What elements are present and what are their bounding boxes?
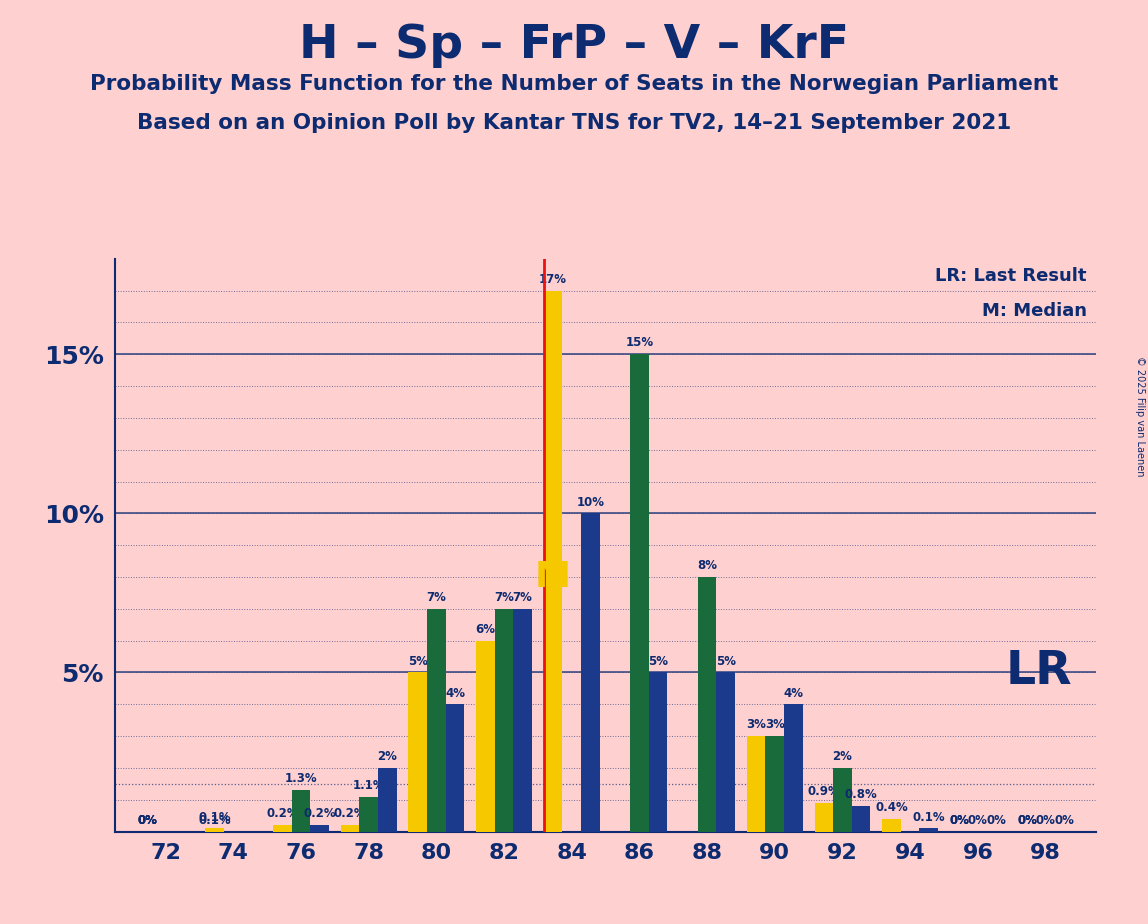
Text: 2%: 2% [832,750,853,763]
Bar [445,704,464,832]
Bar [630,354,649,832]
Text: 0.1%: 0.1% [199,814,231,827]
Text: 0.4%: 0.4% [875,801,908,814]
Bar [427,609,445,832]
Text: 7%: 7% [494,591,514,604]
Bar [747,736,766,832]
Bar [833,768,852,832]
Text: 0%: 0% [1054,814,1075,827]
Text: 17%: 17% [540,273,567,286]
Text: 0%: 0% [137,814,157,827]
Bar [649,673,667,832]
Text: LR: LR [1006,649,1072,694]
Bar [815,803,833,832]
Text: 4%: 4% [783,687,804,699]
Text: 0.2%: 0.2% [303,808,336,821]
Bar [698,577,716,832]
Text: 5%: 5% [715,655,736,668]
Text: 1.3%: 1.3% [285,772,317,785]
Bar [495,609,513,832]
Text: H – Sp – FrP – V – KrF: H – Sp – FrP – V – KrF [298,23,850,68]
Text: © 2025 Filip van Laenen: © 2025 Filip van Laenen [1135,356,1145,476]
Text: 8%: 8% [697,559,718,572]
Text: M: M [535,560,571,594]
Bar [513,609,532,832]
Text: 0%: 0% [968,814,987,827]
Bar [292,790,310,832]
Text: 0.1%: 0.1% [913,810,945,823]
Text: 0%: 0% [986,814,1007,827]
Bar [273,825,292,832]
Bar [784,704,802,832]
Text: 0%: 0% [1017,814,1037,827]
Text: 6%: 6% [475,623,496,636]
Text: Probability Mass Function for the Number of Seats in the Norwegian Parliament: Probability Mass Function for the Number… [90,74,1058,94]
Text: 1.1%: 1.1% [352,779,385,792]
Text: 0.2%: 0.2% [334,808,366,821]
Text: 2%: 2% [378,750,397,763]
Text: 0.1%: 0.1% [199,810,231,823]
Text: 15%: 15% [626,336,653,349]
Text: 0.2%: 0.2% [266,808,298,821]
Text: 0%: 0% [137,814,157,827]
Text: M: Median: M: Median [982,301,1086,320]
Text: 0%: 0% [949,814,969,827]
Bar [409,673,427,832]
Bar [310,825,328,832]
Bar [716,673,735,832]
Bar [920,829,938,832]
Bar [544,290,563,832]
Bar [852,806,870,832]
Bar [341,825,359,832]
Text: 0%: 0% [1035,814,1055,827]
Text: Based on an Opinion Poll by Kantar TNS for TV2, 14–21 September 2021: Based on an Opinion Poll by Kantar TNS f… [137,113,1011,133]
Bar [205,829,224,832]
Bar [378,768,396,832]
Text: 3%: 3% [746,718,766,732]
Text: 0%: 0% [137,814,157,827]
Bar [581,514,599,832]
Text: 7%: 7% [426,591,447,604]
Text: 5%: 5% [408,655,428,668]
Text: 7%: 7% [513,591,533,604]
Bar [359,796,378,832]
Bar [883,819,901,832]
Text: 4%: 4% [445,687,465,699]
Text: 0%: 0% [1017,814,1037,827]
Text: 3%: 3% [765,718,785,732]
Text: 0.9%: 0.9% [807,785,840,798]
Text: 0%: 0% [949,814,969,827]
Bar [476,640,495,832]
Bar [766,736,784,832]
Text: 10%: 10% [576,495,604,508]
Text: 5%: 5% [647,655,668,668]
Text: 0.8%: 0.8% [845,788,877,801]
Text: LR: Last Result: LR: Last Result [934,267,1086,286]
